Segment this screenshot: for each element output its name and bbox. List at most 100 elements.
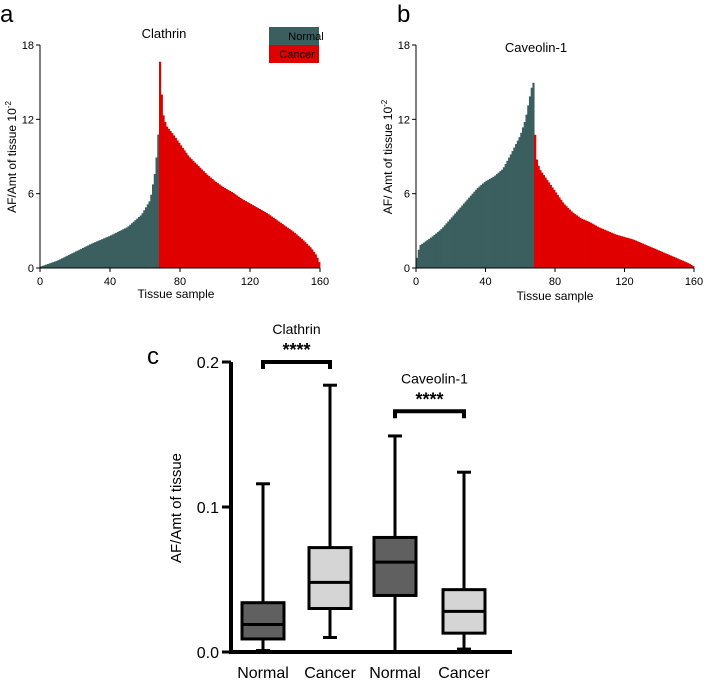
bar-normal xyxy=(532,82,535,269)
y-axis-label: AF/Amt of tissue 10-2 xyxy=(4,101,19,213)
box-iqr xyxy=(307,546,353,610)
bar-normal xyxy=(501,169,504,268)
comparison-bracket: **** Caveolin-1 xyxy=(393,370,468,419)
y-ticks: 0 6 12 18 xyxy=(398,40,416,275)
bar-normal xyxy=(431,236,434,268)
bar-normal xyxy=(103,238,106,268)
bar-normal xyxy=(494,175,497,268)
bar-normal xyxy=(509,154,512,268)
bar-normal xyxy=(462,203,466,268)
bar-cancer xyxy=(272,217,275,268)
bar-normal xyxy=(57,260,60,268)
bar-cancer xyxy=(185,152,188,268)
bar-cancer xyxy=(687,263,690,268)
bar-cancer xyxy=(206,174,209,268)
bar-cancer xyxy=(641,243,645,268)
bar-cancer xyxy=(591,223,594,268)
bar-cancer xyxy=(567,207,570,268)
bar-normal xyxy=(485,180,488,268)
bar-cancer xyxy=(241,199,244,268)
bar-normal xyxy=(495,174,499,268)
bar-cancer xyxy=(232,193,235,268)
legend-label-normal: Normal xyxy=(288,31,323,43)
box-normal xyxy=(372,434,418,654)
bar-cancer xyxy=(223,187,226,268)
bar-normal xyxy=(90,243,93,268)
bar-normal xyxy=(94,242,97,268)
bar-cancer xyxy=(593,224,596,268)
bar-cancer xyxy=(683,261,686,268)
bar-cancer xyxy=(316,257,319,268)
bars-group xyxy=(40,61,321,268)
bar-normal xyxy=(459,207,462,268)
bar-cancer xyxy=(304,242,307,268)
bar-cancer xyxy=(577,216,580,268)
bar-cancer xyxy=(603,229,606,268)
category-labels: Normal Cancer Normal Cancer xyxy=(237,665,490,682)
bar-cancer xyxy=(558,197,561,268)
bar-normal xyxy=(473,191,476,268)
bar-cancer xyxy=(601,228,605,268)
bar-normal xyxy=(528,96,532,269)
bar-normal xyxy=(145,207,148,268)
bar-normal xyxy=(152,184,155,268)
y-tick-label: 0.0 xyxy=(197,645,219,662)
bar-cancer xyxy=(306,243,309,268)
bar-cancer xyxy=(246,202,249,268)
bar-cancer xyxy=(671,256,674,268)
bar-cancer xyxy=(167,128,170,268)
bar-cancer xyxy=(659,251,662,268)
bar-normal xyxy=(422,242,426,268)
bar-normal xyxy=(455,211,459,268)
bar-cancer xyxy=(183,150,186,268)
bar-normal xyxy=(47,263,50,268)
bar-cancer xyxy=(654,248,657,268)
bar-cancer xyxy=(160,94,163,268)
bar-cancer xyxy=(690,264,693,268)
bar-normal xyxy=(429,237,433,268)
bar-cancer xyxy=(295,234,298,268)
bar-normal xyxy=(452,215,455,268)
bar-normal xyxy=(127,226,130,268)
bar-cancer xyxy=(551,187,554,268)
comparison-bracket: **** Clathrin xyxy=(261,321,332,369)
y-axis-label-exponent: -2 xyxy=(4,101,13,109)
y-tick-label: 6 xyxy=(28,189,34,201)
bar-cancer xyxy=(229,190,232,268)
bar-cancer xyxy=(286,227,289,268)
bar-normal xyxy=(148,201,151,268)
y-tick-label: 18 xyxy=(22,40,34,52)
bar-cancer xyxy=(253,206,256,268)
bar-cancer xyxy=(188,157,191,268)
y-axis-label-base: AF/Amt of tissue 10 xyxy=(5,108,19,213)
box-normal xyxy=(240,482,286,653)
bar-cancer xyxy=(572,212,575,268)
box-cancer xyxy=(307,383,353,639)
bar-cancer xyxy=(299,237,302,268)
x-tick-label: 160 xyxy=(311,276,329,288)
bar-cancer xyxy=(586,221,589,268)
bar-cancer xyxy=(209,177,212,268)
y-tick-label: 6 xyxy=(404,189,410,201)
bar-cancer xyxy=(589,222,592,268)
bar-cancer xyxy=(288,228,291,268)
bar-cancer xyxy=(638,242,641,268)
bar-cancer xyxy=(657,250,660,268)
y-tick-label: 0.1 xyxy=(197,500,219,517)
bar-cancer xyxy=(234,194,237,268)
bar-normal xyxy=(490,177,493,268)
bar-cancer xyxy=(276,220,279,268)
bar-cancer xyxy=(202,171,205,268)
bar-cancer xyxy=(631,239,634,268)
y-tick-label: 12 xyxy=(22,114,34,126)
bar-cancer xyxy=(692,266,695,268)
bar-normal xyxy=(139,215,142,268)
bar-normal xyxy=(64,256,67,268)
bar-normal xyxy=(59,259,62,268)
bar-cancer xyxy=(215,181,218,268)
bar-normal xyxy=(469,195,472,268)
bar-cancer xyxy=(627,238,631,268)
x-tick-label: 160 xyxy=(685,276,703,288)
bar-cancer xyxy=(553,189,556,268)
